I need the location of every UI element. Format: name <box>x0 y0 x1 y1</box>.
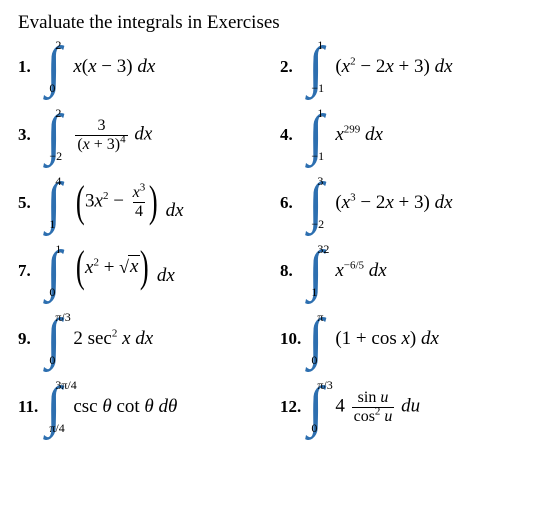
exercise-problem: 8.∫321 x−6/5 dx <box>280 244 532 298</box>
lower-bound: 0 <box>49 285 55 300</box>
integrand: x2 + √x dx <box>73 255 174 287</box>
problem-math: ∫10x2 + √x dx <box>46 244 175 298</box>
lower-bound: π/4 <box>49 421 64 436</box>
integral-sign: ∫3−2 <box>308 176 323 230</box>
upper-bound: 32 <box>317 242 329 257</box>
integrand: x(x − 3) dx <box>73 56 155 78</box>
exercise-problem: 6.∫3−2(x3 − 2x + 3) dx <box>280 176 532 230</box>
integrand: 3(x + 3)4 dx <box>73 117 152 153</box>
integral-sign: ∫41 <box>46 176 61 230</box>
problem-math: ∫1−1x299 dx <box>308 108 383 162</box>
integrand: x−6/5 dx <box>335 260 386 282</box>
integrand: (x3 − 2x + 3) dx <box>335 192 452 214</box>
problem-number: 8. <box>280 261 308 281</box>
upper-bound: 1 <box>317 106 323 121</box>
problem-math: ∫2−23(x + 3)4 dx <box>46 108 152 162</box>
upper-bound: π/3 <box>317 378 332 393</box>
integral-sign: ∫1−1 <box>308 108 323 162</box>
problem-number: 12. <box>280 397 308 417</box>
lower-bound: 0 <box>49 353 55 368</box>
lower-bound: −2 <box>49 149 62 164</box>
exercise-problem: 4.∫1−1x299 dx <box>280 108 532 162</box>
upper-bound: π/3 <box>55 310 70 325</box>
integral-sign: ∫π0 <box>308 312 323 366</box>
problem-number: 4. <box>280 125 308 145</box>
upper-bound: 4 <box>55 174 61 189</box>
integral-sign: ∫2−2 <box>46 108 61 162</box>
problem-math: ∫20x(x − 3) dx <box>46 40 155 94</box>
upper-bound: 1 <box>55 242 61 257</box>
upper-bound: 3 <box>317 174 323 189</box>
exercise-problem: 2.∫1−1(x2 − 2x + 3) dx <box>280 40 532 94</box>
lower-bound: 0 <box>311 353 317 368</box>
lower-bound: 1 <box>49 217 55 232</box>
problem-number: 2. <box>280 57 308 77</box>
integral-sign: ∫20 <box>46 40 61 94</box>
integrand: csc θ cot θ dθ <box>73 396 177 418</box>
integral-sign: ∫1−1 <box>308 40 323 94</box>
exercise-problem: 11.∫3π/4π/4 csc θ cot θ dθ <box>18 380 270 434</box>
integral-sign: ∫10 <box>46 244 61 298</box>
lower-bound: 0 <box>49 81 55 96</box>
upper-bound: π <box>317 310 323 325</box>
problem-math: ∫π/30 4 sin ucos2 u du <box>308 380 420 434</box>
problem-math: ∫3−2(x3 − 2x + 3) dx <box>308 176 453 230</box>
lower-bound: −2 <box>311 217 324 232</box>
exercise-problem: 12.∫π/30 4 sin ucos2 u du <box>280 380 532 434</box>
integral-sign: ∫321 <box>308 244 323 298</box>
upper-bound: 2 <box>55 38 61 53</box>
integrand: 3x2 − x34 dx <box>73 184 183 222</box>
exercise-problem: 3.∫2−23(x + 3)4 dx <box>18 108 270 162</box>
lower-bound: −1 <box>311 81 324 96</box>
upper-bound: 2 <box>55 106 61 121</box>
exercise-grid: 1.∫20x(x − 3) dx2.∫1−1(x2 − 2x + 3) dx3.… <box>18 40 532 434</box>
exercise-problem: 10.∫π0(1 + cos x) dx <box>280 312 532 366</box>
lower-bound: −1 <box>311 149 324 164</box>
integral-sign: ∫3π/4π/4 <box>46 380 61 434</box>
exercise-problem: 9.∫π/30 2 sec2 x dx <box>18 312 270 366</box>
problem-math: ∫3π/4π/4 csc θ cot θ dθ <box>46 380 177 434</box>
section-heading: Evaluate the integrals in Exercises <box>18 12 532 34</box>
exercise-problem: 7.∫10x2 + √x dx <box>18 244 270 298</box>
problem-number: 1. <box>18 57 46 77</box>
problem-math: ∫413x2 − x34 dx <box>46 176 184 230</box>
integrand: (x2 − 2x + 3) dx <box>335 56 452 78</box>
integrand: 2 sec2 x dx <box>73 328 153 350</box>
problem-math: ∫321 x−6/5 dx <box>308 244 387 298</box>
problem-number: 6. <box>280 193 308 213</box>
integral-sign: ∫π/30 <box>46 312 61 366</box>
lower-bound: 1 <box>311 285 317 300</box>
upper-bound: 1 <box>317 38 323 53</box>
problem-number: 10. <box>280 329 308 349</box>
integrand: x299 dx <box>335 124 383 146</box>
integrand: 4 sin ucos2 u du <box>335 389 420 425</box>
problem-number: 7. <box>18 261 46 281</box>
exercise-problem: 1.∫20x(x − 3) dx <box>18 40 270 94</box>
upper-bound: 3π/4 <box>55 378 76 393</box>
problem-math: ∫1−1(x2 − 2x + 3) dx <box>308 40 453 94</box>
problem-math: ∫π0(1 + cos x) dx <box>308 312 439 366</box>
integrand: (1 + cos x) dx <box>335 328 439 350</box>
integral-sign: ∫π/30 <box>308 380 323 434</box>
problem-number: 9. <box>18 329 46 349</box>
problem-number: 11. <box>18 397 46 417</box>
problem-math: ∫π/30 2 sec2 x dx <box>46 312 153 366</box>
exercise-problem: 5.∫413x2 − x34 dx <box>18 176 270 230</box>
problem-number: 3. <box>18 125 46 145</box>
problem-number: 5. <box>18 193 46 213</box>
lower-bound: 0 <box>311 421 317 436</box>
